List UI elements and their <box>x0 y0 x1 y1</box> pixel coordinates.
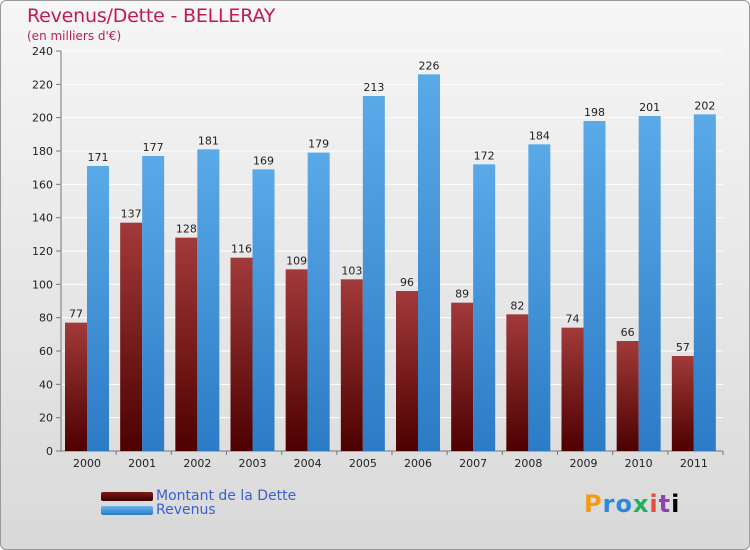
bar-revenue <box>638 116 661 451</box>
data-label-debt: 82 <box>510 299 524 312</box>
bar-revenue <box>693 114 716 451</box>
bar-debt <box>230 257 253 451</box>
y-tick-label: 120 <box>32 245 53 258</box>
bar-revenue <box>307 152 330 451</box>
bar-debt <box>506 314 529 451</box>
y-tick-label: 80 <box>39 312 53 325</box>
bar-revenue <box>197 149 220 452</box>
logo-letter: i <box>671 490 681 518</box>
data-label-debt: 116 <box>231 243 252 256</box>
bar-revenue <box>362 96 385 451</box>
bar-revenue <box>528 144 551 452</box>
bar-debt <box>65 322 87 451</box>
y-tick-label: 0 <box>46 445 53 458</box>
data-label-revenue: 172 <box>474 149 495 162</box>
y-tick-label: 240 <box>32 45 53 58</box>
bar-revenue <box>583 121 606 451</box>
data-labels: 77 171 137 177 128 181 116 169 109 179 103 213 96 226… <box>69 59 715 354</box>
bars <box>65 74 716 452</box>
logo-letter: x <box>632 490 650 518</box>
x-tick-label: 2000 <box>73 457 101 470</box>
x-tick-label: 2007 <box>459 457 487 470</box>
data-label-debt: 77 <box>69 308 83 321</box>
x-tick-label: 2002 <box>183 457 211 470</box>
x-tick-label: 2009 <box>570 457 598 470</box>
logo-letter: t <box>658 490 672 518</box>
y-tick-label: 100 <box>32 278 53 291</box>
data-label-revenue: 226 <box>419 59 440 72</box>
x-tick-labels: 2000 2001 2002 2003 2004 2005 2006 2007 2008 2009… <box>73 451 724 470</box>
bar-debt <box>671 356 694 451</box>
legend-swatch-revenue <box>101 506 153 515</box>
bar-debt <box>616 341 639 451</box>
data-label-debt: 137 <box>121 208 142 221</box>
data-label-revenue: 202 <box>694 99 715 112</box>
x-tick-label: 2011 <box>680 457 708 470</box>
bar-revenue <box>473 164 496 452</box>
chart-title: Revenus/Dette - BELLERAY <box>27 5 276 27</box>
bar-debt <box>396 291 418 451</box>
data-label-debt: 96 <box>400 276 414 289</box>
y-tick-label: 40 <box>39 378 53 391</box>
logo-letter: o <box>615 490 633 518</box>
data-label-revenue: 181 <box>198 134 219 147</box>
bar-revenue <box>142 156 165 451</box>
data-label-revenue: 198 <box>584 106 605 119</box>
logo-letter: r <box>602 490 616 518</box>
x-tick-label: 2005 <box>349 457 377 470</box>
data-label-debt: 103 <box>341 264 362 277</box>
y-tick-label: 180 <box>32 145 53 158</box>
bar-debt <box>285 269 308 451</box>
bar-debt <box>120 222 143 451</box>
x-tick-label: 2008 <box>514 457 542 470</box>
y-tick-label: 140 <box>32 212 53 225</box>
y-tick-labels: 0 20 40 60 80 100 120 140 160 180 200 220 240 <box>32 45 53 458</box>
bar-debt <box>451 302 474 451</box>
bar-revenue <box>87 166 109 451</box>
y-tick-label: 200 <box>32 112 53 125</box>
data-label-debt: 128 <box>176 223 197 236</box>
bar-debt <box>340 279 363 451</box>
data-label-revenue: 179 <box>308 138 329 151</box>
x-tick-label: 2010 <box>625 457 653 470</box>
data-label-revenue: 213 <box>363 81 384 94</box>
y-tick-label: 160 <box>32 178 53 191</box>
data-label-revenue: 201 <box>639 101 660 114</box>
bar-debt <box>175 237 198 451</box>
x-tick-label: 2001 <box>128 457 156 470</box>
data-label-debt: 57 <box>676 341 690 354</box>
data-label-debt: 66 <box>621 326 635 339</box>
x-tick-label: 2004 <box>294 457 322 470</box>
x-tick-label: 2006 <box>404 457 432 470</box>
y-tick-label: 60 <box>39 345 53 358</box>
data-label-revenue: 171 <box>88 151 109 164</box>
logo-letter: i <box>649 490 659 518</box>
data-label-revenue: 184 <box>529 129 550 142</box>
data-label-debt: 74 <box>566 313 580 326</box>
x-tick-label: 2003 <box>239 457 267 470</box>
proxiti-logo: Proxiti <box>584 490 680 518</box>
data-label-debt: 109 <box>286 254 307 267</box>
data-label-debt: 89 <box>455 288 469 301</box>
logo-letter: P <box>584 490 603 518</box>
bar-debt <box>561 327 584 451</box>
legend-label-revenue: Revenus <box>156 502 216 518</box>
y-tick-label: 220 <box>32 78 53 91</box>
chart-subtitle: (en milliers d'€) <box>27 29 122 43</box>
data-label-revenue: 177 <box>143 141 164 154</box>
bar-revenue <box>252 169 275 452</box>
legend-label-debt: Montant de la Dette <box>156 488 297 504</box>
y-tick-label: 20 <box>39 412 53 425</box>
legend-swatch-debt <box>101 492 153 501</box>
data-label-revenue: 169 <box>253 154 274 167</box>
bar-revenue <box>418 74 440 451</box>
